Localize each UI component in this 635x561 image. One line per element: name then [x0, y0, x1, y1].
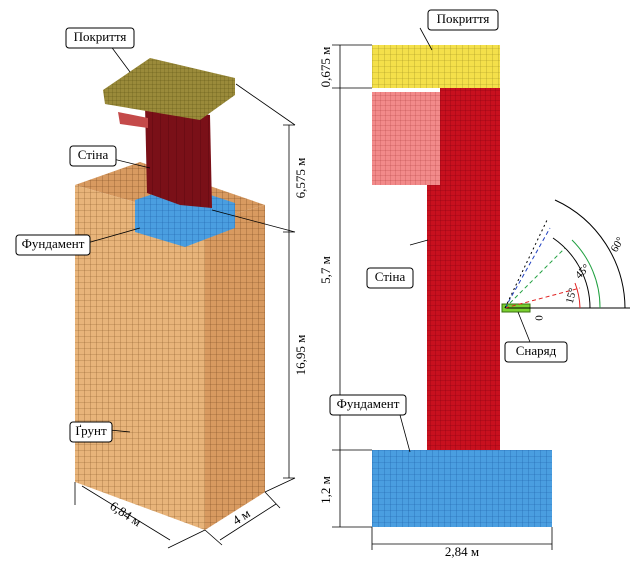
model-3d	[75, 58, 265, 530]
label: Ґрунт	[75, 423, 107, 438]
label: Покриття	[74, 29, 127, 44]
roof	[103, 58, 235, 120]
dimension-label: 0,675 м	[318, 47, 333, 88]
label: Фундамент	[22, 236, 85, 251]
foundation	[372, 450, 552, 527]
dimension-label: 16,95 м	[293, 335, 308, 376]
roof	[372, 45, 500, 88]
label: Снаряд	[516, 343, 557, 358]
wall-top-left	[372, 92, 440, 185]
dimension-label: 1,2 м	[318, 476, 333, 504]
angle-label: 0	[534, 315, 546, 321]
dimension-label: 6,575 м	[293, 158, 308, 199]
angle-label: 15°	[564, 287, 580, 305]
label: Фундамент	[337, 396, 400, 411]
wall-edge	[118, 112, 148, 128]
dimension-label: 5,7 м	[318, 256, 333, 284]
dimension-label: 2,84 м	[445, 544, 479, 559]
label: Стіна	[78, 147, 109, 162]
diagram: Покриття Стіна Фундамент Ґрунт 6,575 м 1…	[0, 0, 635, 561]
wall	[145, 105, 212, 208]
label: Покриття	[437, 11, 490, 26]
soil-side	[205, 205, 265, 530]
angle-label: 60°	[609, 235, 627, 254]
label: Стіна	[375, 269, 406, 284]
